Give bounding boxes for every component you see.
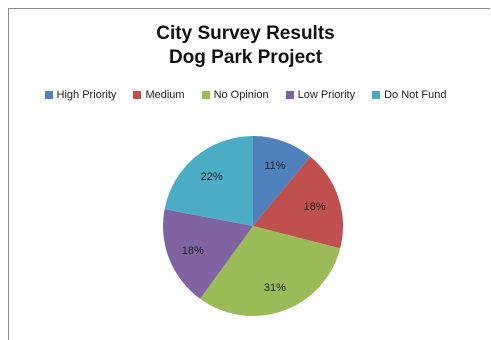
chart-title: City Survey Results Dog Park Project [0, 22, 491, 70]
legend-label: High Priority [56, 89, 117, 101]
chart-title-line1: City Survey Results [156, 23, 335, 44]
pie-slice [253, 136, 311, 226]
legend-item: Do Not Fund [372, 89, 446, 101]
pie-slice [163, 209, 253, 299]
legend-item: No Opinion [201, 89, 269, 101]
legend-swatch [133, 91, 142, 99]
legend-swatch [285, 91, 294, 99]
chart-legend: High Priority Medium No Opinion Low Priorit… [0, 89, 491, 101]
legend-label: Medium [145, 89, 185, 101]
slice-label: 18% [304, 201, 326, 213]
legend-swatch [44, 91, 53, 99]
pie-slice [253, 156, 343, 249]
slice-label: 31% [264, 282, 286, 294]
slice-label: 18% [182, 245, 204, 257]
legend-label: Low Priority [297, 89, 356, 101]
chart-area [8, 8, 490, 340]
legend-label: Do Not Fund [384, 89, 447, 101]
legend-item: Medium [133, 89, 185, 101]
legend-item: High Priority [44, 89, 117, 101]
legend-swatch [372, 91, 381, 99]
slice-label: 11% [264, 160, 285, 172]
legend-swatch [201, 91, 210, 99]
pie-slice [164, 136, 253, 226]
chart-subtitle: Dog Park Project [168, 47, 323, 68]
legend-label: No Opinion [213, 89, 269, 101]
pie-slice [200, 226, 341, 316]
legend-item: Low Priority [285, 89, 356, 101]
slice-label: 22% [201, 171, 223, 183]
